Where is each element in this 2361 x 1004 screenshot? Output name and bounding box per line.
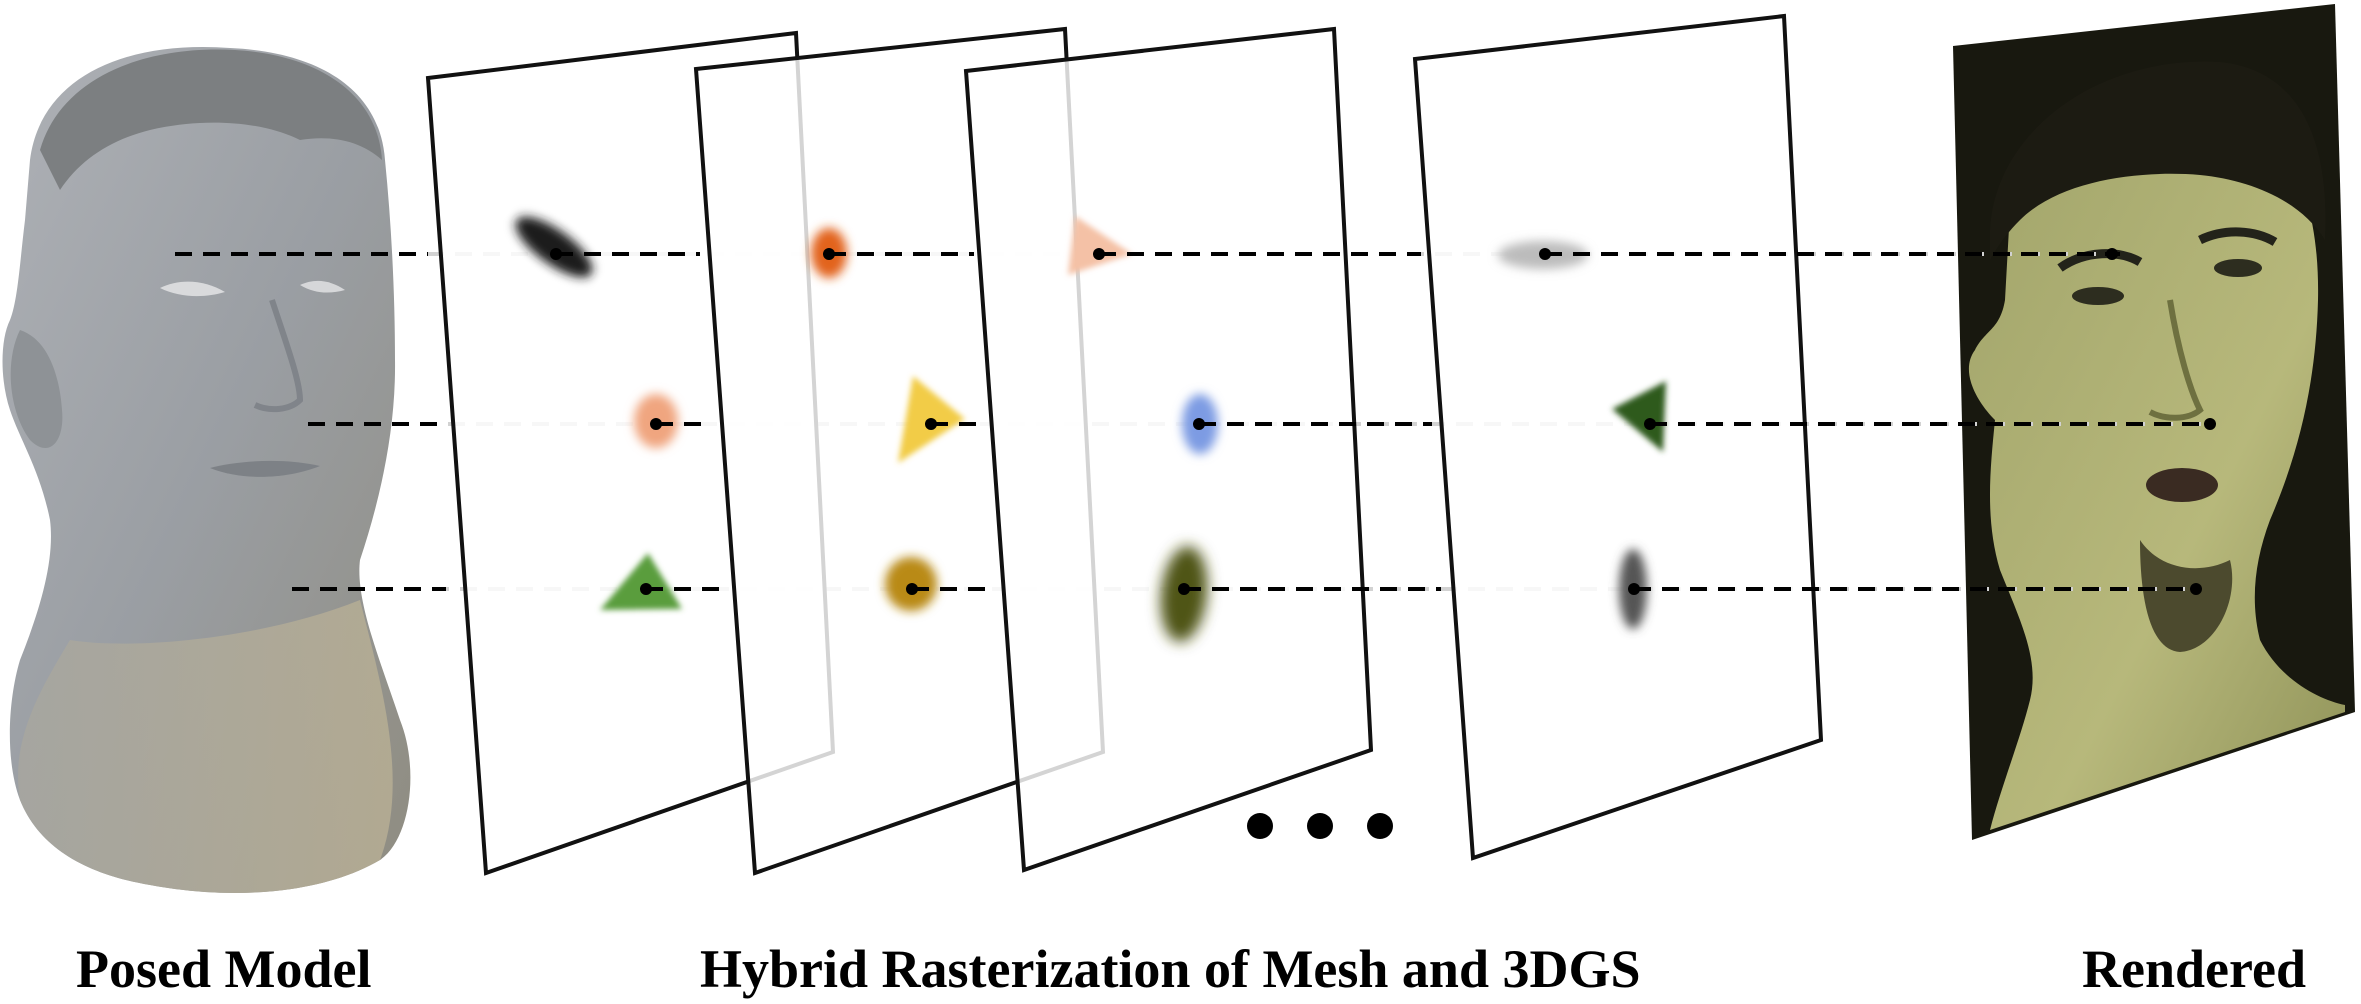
sample-dot [1644,418,1656,430]
triangle-dark-green [1612,381,1666,452]
ray-lines [175,252,2210,591]
ellipsis-dots [1247,813,1393,839]
rendered-mouth [2146,468,2218,502]
caption-hybrid-rasterization: Hybrid Rasterization of Mesh and 3DGS [700,939,1641,999]
rendered-beard [2140,540,2233,652]
rendered-brow-left [2057,249,2143,272]
sample-dot [2190,583,2202,595]
gaussian-black [515,216,593,278]
sample-dot [1539,248,1551,260]
head-eye-left [160,281,225,297]
layer-plane-4 [1412,13,1824,861]
sample-dot [550,248,562,260]
ellipsis-dot [1307,813,1333,839]
sample-dot [650,418,662,430]
rendered-eye-right [2214,259,2262,277]
sample-dot [823,248,835,260]
sample-dots [550,248,2216,595]
head-eye-right [300,280,345,293]
sample-dot [1193,418,1205,430]
caption-posed-model: Posed Model [76,939,372,999]
layer-plane-3 [963,26,1374,873]
sample-dot [640,583,652,595]
posed-model-head-mesh [2,46,411,893]
rendered-brow-right [2198,227,2278,246]
head-nose [253,299,304,413]
rendered-eye-left [2072,287,2124,305]
triangle-light-peach [1068,216,1132,275]
rendered-face-hair [1990,61,2326,260]
sample-dot [1628,583,1640,595]
triangle-green [600,553,682,610]
sample-dot [1178,583,1190,595]
sample-dot [906,583,918,595]
head-ear [10,330,63,449]
layer-planes [425,13,1824,876]
caption-rendered: Rendered [2082,939,2306,999]
sample-dot [2106,248,2118,260]
sample-dot [1093,248,1105,260]
sample-dot [2204,418,2216,430]
ellipsis-dot [1247,813,1273,839]
sample-dot [925,418,937,430]
head-mouth [210,460,320,477]
head-hair-cap [40,49,382,190]
rendered-nose [2148,299,2204,421]
rendered-face-skin [1968,104,2345,830]
ellipsis-dot [1367,813,1393,839]
head-neck-shading [18,600,393,893]
